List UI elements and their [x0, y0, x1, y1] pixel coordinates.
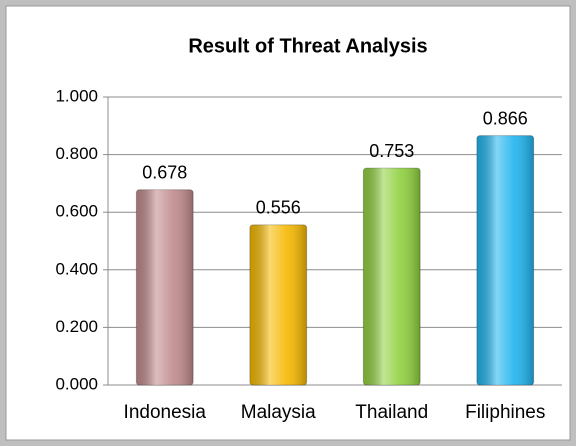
x-tick-label: Indonesia: [124, 402, 207, 423]
y-tick-label: 1.000: [55, 86, 98, 105]
y-tick-label: 0.200: [55, 317, 98, 336]
y-tick-label: 0.400: [55, 259, 98, 278]
y-tick-label: 0.600: [55, 202, 98, 221]
value-label: 0.753: [369, 141, 414, 161]
y-tick-label: 0.000: [55, 374, 98, 393]
x-tick-label: Filiphines: [465, 402, 545, 423]
bar-shine: [363, 168, 421, 385]
bar-shine: [476, 135, 534, 385]
value-label: 0.866: [483, 108, 528, 128]
chart-title: Result of Threat Analysis: [188, 35, 427, 57]
x-tick-label: Malaysia: [241, 402, 316, 423]
value-label: 0.678: [142, 162, 187, 182]
y-tick-label: 0.800: [55, 144, 98, 163]
value-label: 0.556: [256, 198, 301, 218]
bar-shine: [249, 224, 307, 385]
x-tick-label: Thailand: [355, 402, 428, 423]
bar-shine: [136, 189, 194, 385]
